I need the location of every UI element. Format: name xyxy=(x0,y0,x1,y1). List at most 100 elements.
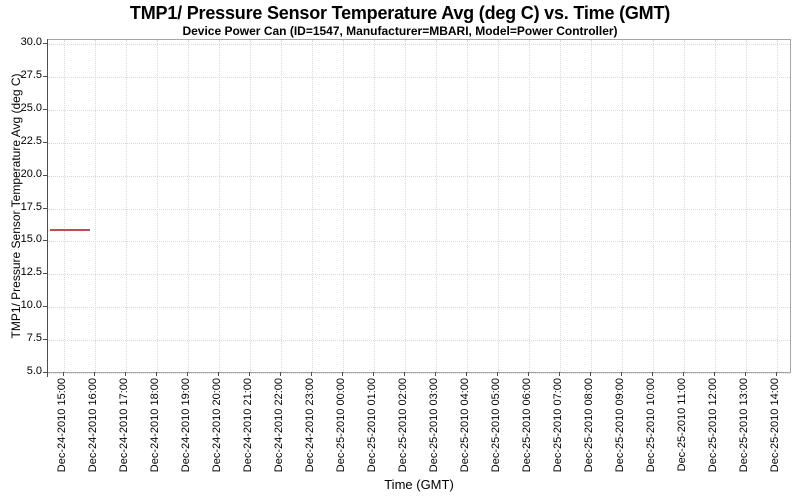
x-gridline xyxy=(529,40,530,372)
series-line-tmp1-pressure-sensor-temperature-avg xyxy=(50,229,90,231)
y-tick-mark xyxy=(43,339,47,340)
x-tick-label: Dec-24-2010 15:00 xyxy=(56,378,68,473)
y-tick-mark xyxy=(43,43,47,44)
y-tick-label: 12.5 xyxy=(20,266,42,278)
x-gridline xyxy=(622,40,623,372)
x-tick-label: Dec-24-2010 21:00 xyxy=(242,378,254,473)
x-tick-label: Dec-25-2010 14:00 xyxy=(769,378,781,473)
y-tick-label: 25.0 xyxy=(20,102,42,114)
x-gridline xyxy=(157,40,158,372)
x-gridline xyxy=(405,40,406,372)
x-gridline xyxy=(219,40,220,372)
x-tick-label: Dec-25-2010 01:00 xyxy=(366,378,378,473)
x-tick-mark xyxy=(280,372,281,376)
x-tick-mark xyxy=(497,372,498,376)
x-tick-label: Dec-25-2010 02:00 xyxy=(397,378,409,473)
y-gridline xyxy=(48,307,790,308)
y-tick-mark xyxy=(43,208,47,209)
y-tick-label: 27.5 xyxy=(20,69,42,81)
x-tick-label: Dec-24-2010 23:00 xyxy=(304,378,316,473)
x-axis-title: Time (GMT) xyxy=(384,477,454,492)
x-tick-mark xyxy=(590,372,591,376)
x-tick-mark xyxy=(404,372,405,376)
x-tick-mark xyxy=(621,372,622,376)
x-tick-mark xyxy=(311,372,312,376)
y-tick-label: 15.0 xyxy=(20,233,42,245)
x-gridline xyxy=(312,40,313,372)
x-tick-mark xyxy=(94,372,95,376)
y-tick-mark xyxy=(43,372,47,373)
x-tick-label: Dec-24-2010 17:00 xyxy=(118,378,130,473)
x-gridline xyxy=(374,40,375,372)
x-tick-mark xyxy=(776,372,777,376)
y-tick-mark xyxy=(43,175,47,176)
x-gridline xyxy=(64,40,65,372)
x-tick-mark xyxy=(125,372,126,376)
x-gridline xyxy=(560,40,561,372)
y-tick-mark xyxy=(43,273,47,274)
x-gridline xyxy=(95,40,96,372)
x-tick-label: Dec-25-2010 11:00 xyxy=(676,378,688,472)
y-gridline xyxy=(48,274,790,275)
x-tick-mark xyxy=(714,372,715,376)
y-gridline xyxy=(48,209,790,210)
x-tick-mark xyxy=(63,372,64,376)
x-tick-label: Dec-25-2010 10:00 xyxy=(645,378,657,473)
x-tick-label: Dec-24-2010 18:00 xyxy=(149,378,161,473)
x-tick-mark xyxy=(187,372,188,376)
y-tick-mark xyxy=(43,109,47,110)
y-tick-label: 30.0 xyxy=(20,36,42,48)
y-tick-mark xyxy=(43,142,47,143)
y-tick-label: 17.5 xyxy=(20,201,42,213)
x-tick-mark xyxy=(745,372,746,376)
x-tick-label: Dec-24-2010 19:00 xyxy=(180,378,192,473)
y-gridline xyxy=(48,110,790,111)
x-tick-mark xyxy=(435,372,436,376)
y-gridline xyxy=(48,241,790,242)
y-tick-label: 10.0 xyxy=(20,299,42,311)
y-axis-line xyxy=(47,39,48,377)
x-tick-label: Dec-25-2010 09:00 xyxy=(614,378,626,473)
y-tick-label: 20.0 xyxy=(20,168,42,180)
x-tick-mark xyxy=(156,372,157,376)
y-gridline xyxy=(48,340,790,341)
x-gridline xyxy=(591,40,592,372)
x-tick-label: Dec-25-2010 05:00 xyxy=(490,378,502,473)
chart-title: TMP1/ Pressure Sensor Temperature Avg (d… xyxy=(129,3,671,23)
x-gridline xyxy=(746,40,747,372)
y-gridline xyxy=(48,77,790,78)
y-gridline xyxy=(48,143,790,144)
y-gridline xyxy=(48,176,790,177)
x-tick-mark xyxy=(249,372,250,376)
x-gridline xyxy=(343,40,344,372)
y-tick-mark xyxy=(43,76,47,77)
y-tick-mark xyxy=(43,240,47,241)
y-gridline xyxy=(48,373,790,374)
x-gridline xyxy=(777,40,778,372)
y-tick-label: 7.5 xyxy=(26,332,42,344)
x-gridline xyxy=(436,40,437,372)
y-tick-label: 22.5 xyxy=(20,135,42,147)
x-tick-label: Dec-25-2010 04:00 xyxy=(459,378,471,473)
x-gridline xyxy=(250,40,251,372)
plot-area xyxy=(47,39,791,374)
x-gridline xyxy=(126,40,127,372)
x-gridline xyxy=(715,40,716,372)
x-gridline xyxy=(498,40,499,372)
x-tick-label: Dec-25-2010 00:00 xyxy=(335,378,347,473)
x-tick-mark xyxy=(218,372,219,376)
x-tick-label: Dec-24-2010 20:00 xyxy=(211,378,223,473)
x-tick-mark xyxy=(528,372,529,376)
x-tick-label: Dec-25-2010 07:00 xyxy=(552,378,564,473)
x-gridline xyxy=(684,40,685,372)
x-gridline xyxy=(467,40,468,372)
x-tick-mark xyxy=(683,372,684,376)
x-tick-mark xyxy=(342,372,343,376)
y-tick-mark xyxy=(43,306,47,307)
x-tick-label: Dec-25-2010 03:00 xyxy=(428,378,440,473)
y-tick-label: 5.0 xyxy=(26,365,42,377)
x-tick-label: Dec-25-2010 06:00 xyxy=(521,378,533,473)
x-tick-mark xyxy=(652,372,653,376)
chart-subtitle: Device Power Can (ID=1547, Manufacturer=… xyxy=(182,24,618,38)
x-tick-mark xyxy=(466,372,467,376)
